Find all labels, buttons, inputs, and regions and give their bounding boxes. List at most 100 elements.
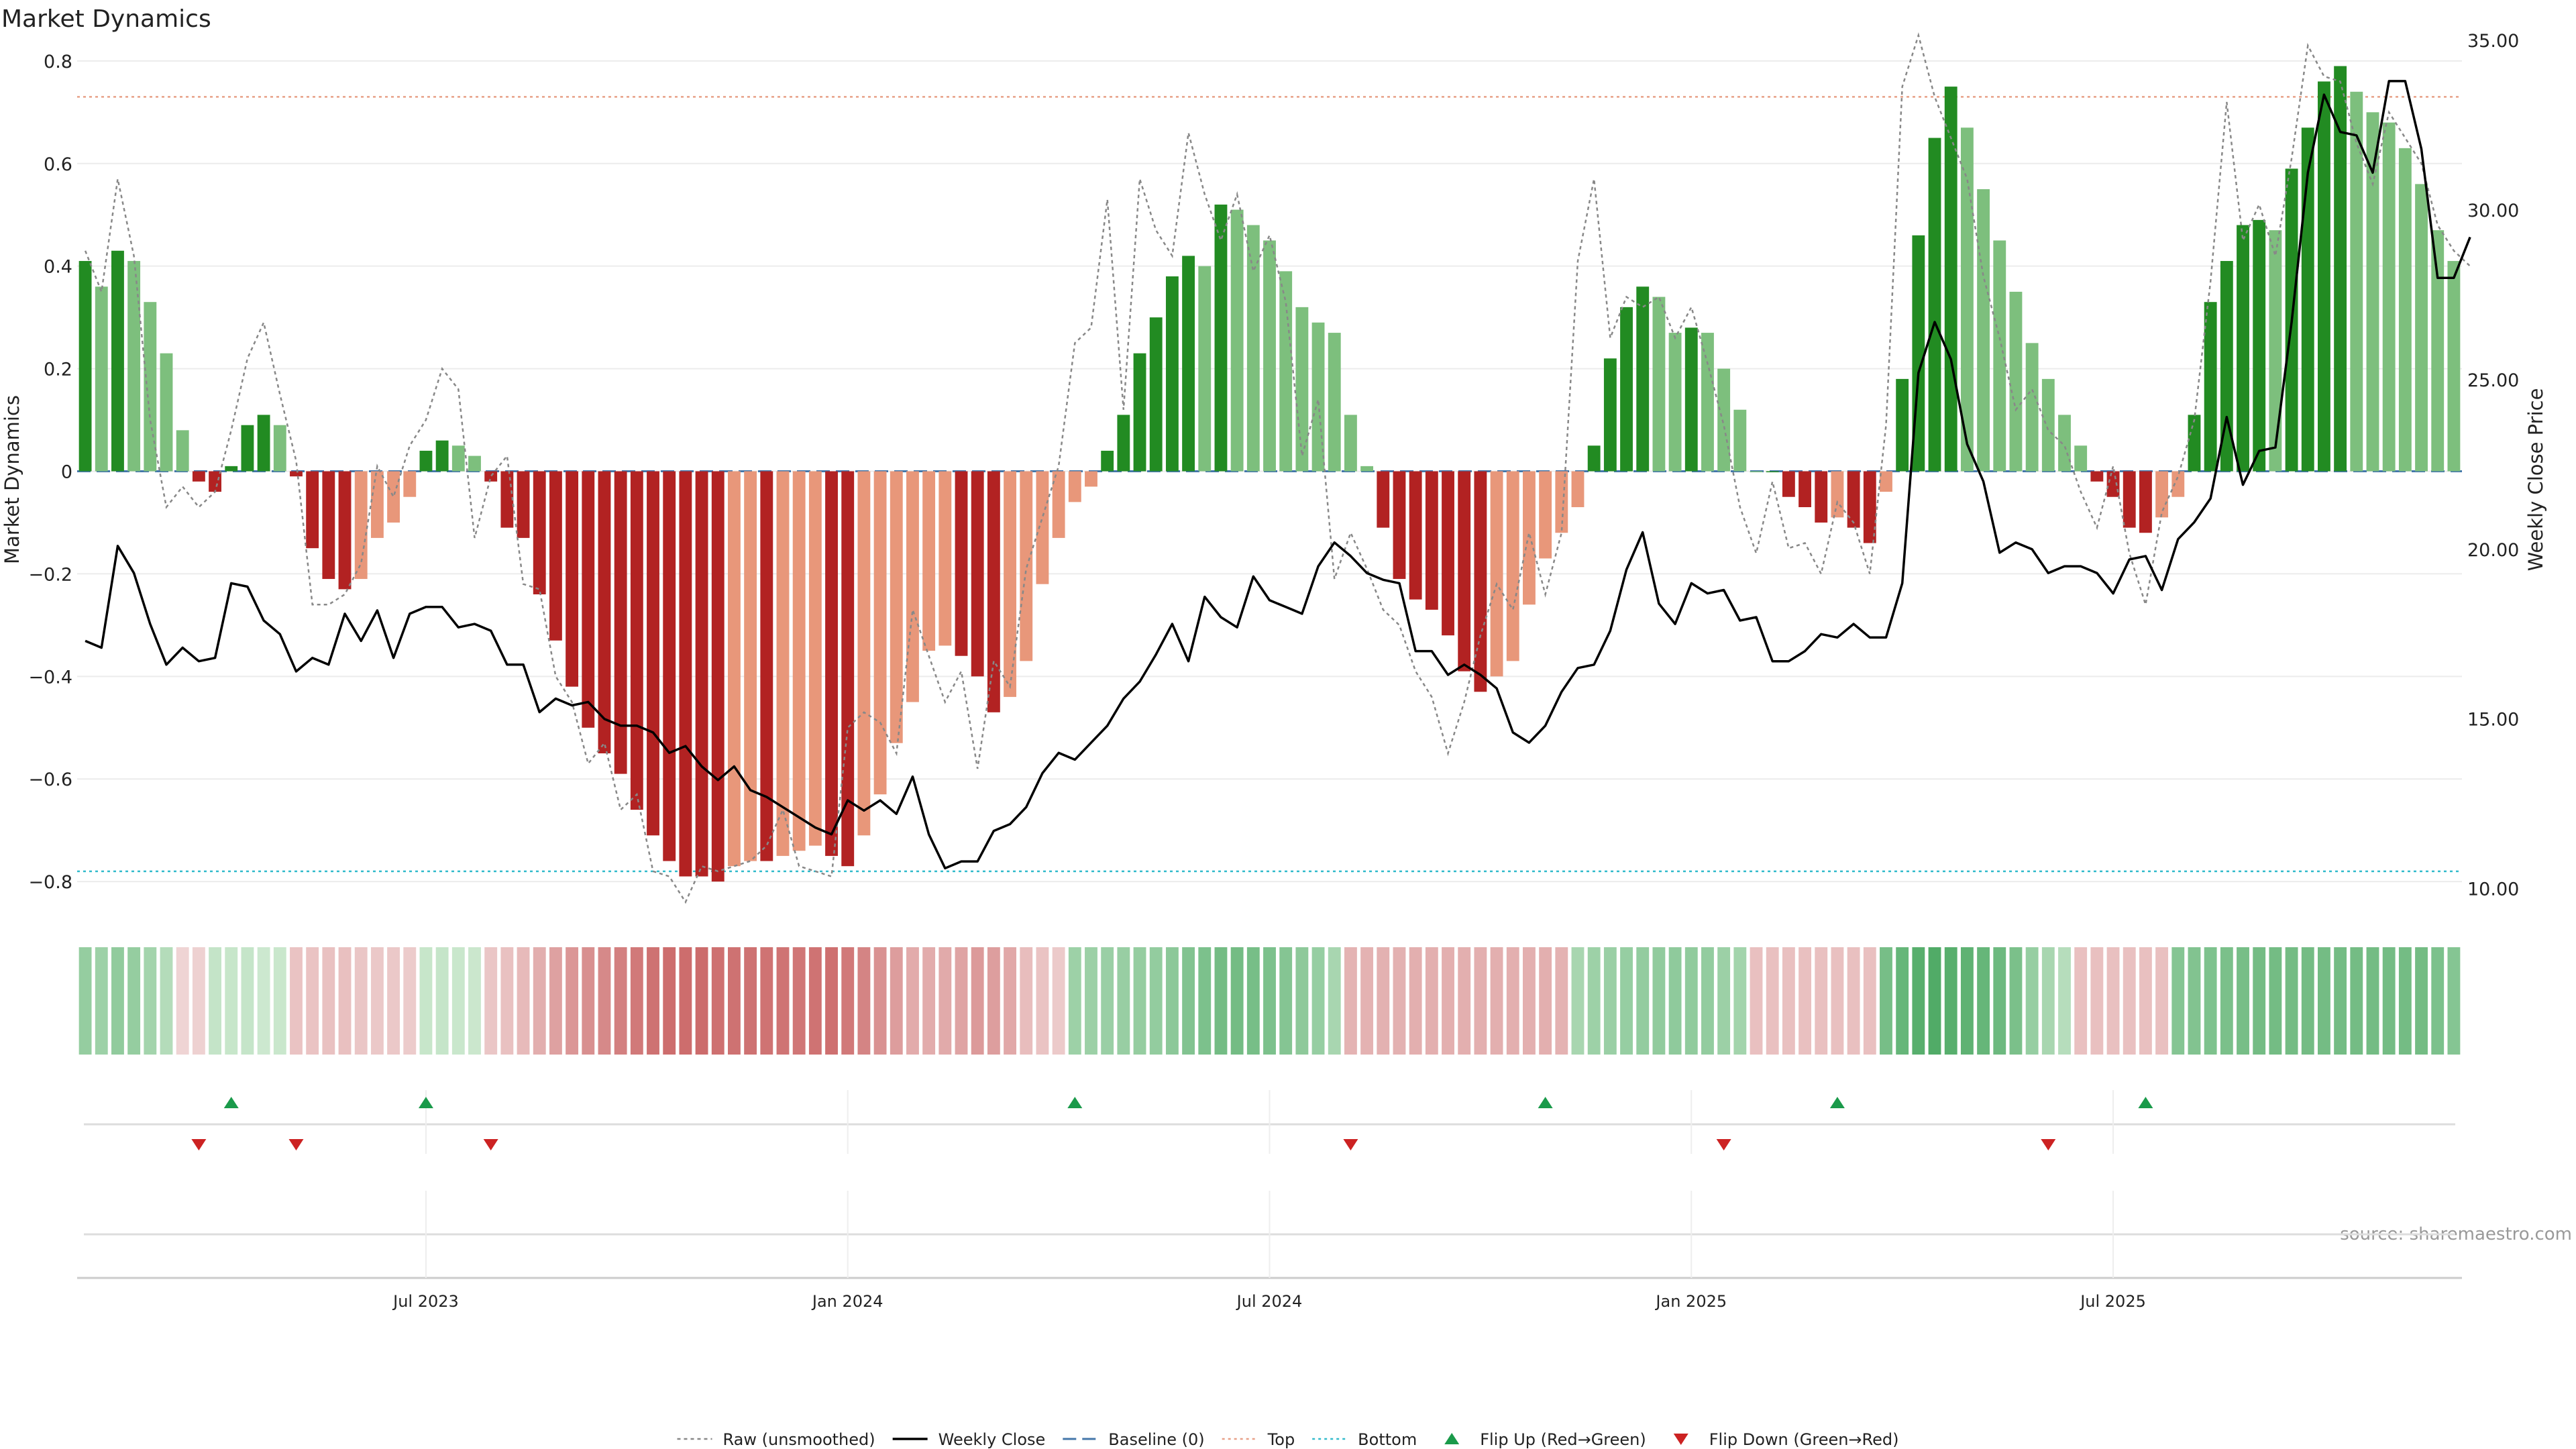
dynamics-bar <box>1052 471 1065 538</box>
dynamics-bar <box>387 471 400 523</box>
dynamics-bar <box>111 250 124 472</box>
heat-cell <box>1831 947 1844 1055</box>
dynamics-bar <box>1993 240 2006 472</box>
legend-item-flip_up: Flip Up (Red→Green) <box>1444 1430 1646 1449</box>
dynamics-bar <box>1425 471 1438 610</box>
heat-cell <box>2123 947 2136 1055</box>
dynamics-bar <box>695 471 708 877</box>
dynamics-bar <box>290 471 303 477</box>
heat-cell <box>2415 947 2428 1055</box>
legend-label: Baseline (0) <box>1108 1430 1204 1449</box>
dynamics-bar <box>1571 471 1585 508</box>
heat-cell <box>695 947 708 1055</box>
dynamics-bar <box>1587 445 1601 472</box>
x-tick-label: Jul 2024 <box>1236 1292 1303 1311</box>
dynamics-bar <box>792 471 806 851</box>
dynamics-bar <box>2123 471 2136 528</box>
y2-tick-label: 30.00 <box>2467 201 2519 221</box>
dynamics-bar <box>1311 322 1325 472</box>
heat-cell <box>2269 947 2282 1055</box>
y-tick-label: −0.6 <box>28 769 72 790</box>
dynamics-bar <box>1733 409 1747 472</box>
dynamics-bar <box>1603 358 1617 472</box>
legend-item-flip_down: Flip Down (Green→Red) <box>1673 1430 1899 1449</box>
flip-down-marker <box>2041 1139 2056 1150</box>
heat-cell <box>1603 947 1617 1055</box>
heat-cell <box>711 947 724 1055</box>
heat-cell <box>1377 947 1390 1055</box>
heat-cell <box>1928 947 1941 1055</box>
legend-item-price: Weekly Close <box>892 1430 1046 1449</box>
dynamics-bar <box>1442 471 1454 636</box>
dynamics-bar <box>1117 415 1130 472</box>
dynamics-bar <box>1717 368 1731 472</box>
heat-cell <box>1133 947 1146 1055</box>
heat-cell <box>1442 947 1454 1055</box>
heat-cell <box>598 947 611 1055</box>
dynamics-bar <box>1458 471 1471 672</box>
y-tick-label: 0 <box>61 462 72 483</box>
legend-label: Flip Up (Red→Green) <box>1480 1430 1646 1449</box>
axis-ticks: −0.8 −0.6 −0.4 −0.2 0 0.2 0.4 0.6 0.8 10.00 15.00 2… <box>28 31 2519 900</box>
heat-cell <box>95 947 108 1055</box>
heat-cell <box>2285 947 2298 1055</box>
dynamics-bar <box>1198 266 1212 472</box>
heat-cell <box>209 947 221 1055</box>
dynamics-bar <box>663 471 676 861</box>
heat-cell <box>1036 947 1049 1055</box>
heat-cell <box>78 947 92 1055</box>
heat-cell <box>1328 947 1341 1055</box>
flip-up-marker <box>1067 1097 1083 1108</box>
heat-cell <box>630 947 643 1055</box>
dynamics-bar <box>1960 127 1974 472</box>
legend-label: Weekly Close <box>938 1430 1046 1449</box>
dynamics-bar <box>825 471 838 856</box>
heat-cell <box>1068 947 1081 1055</box>
heat-cell <box>2090 947 2104 1055</box>
y-tick-label: −0.4 <box>28 667 72 688</box>
dynamics-bar <box>1393 471 1406 580</box>
heat-cell <box>1880 947 1892 1055</box>
heat-cell <box>2204 947 2217 1055</box>
heat-cell <box>451 947 465 1055</box>
dynamics-bar <box>1085 471 1097 487</box>
heat-cell <box>987 947 1000 1055</box>
dynamics-bar <box>2301 127 2314 472</box>
dynamics-bar <box>2334 66 2347 472</box>
dynamics-bar <box>517 471 530 538</box>
heat-cell <box>2366 947 2379 1055</box>
heat-cell <box>306 947 319 1055</box>
heat-cell <box>744 947 757 1055</box>
flip-down-marker <box>191 1139 207 1150</box>
heat-cell <box>549 947 562 1055</box>
dynamics-bar <box>370 471 384 538</box>
heat-cell <box>808 947 822 1055</box>
y2-tick-label: 25.00 <box>2467 370 2519 391</box>
legend-flip-down-swatch <box>1673 1434 1688 1445</box>
dynamics-bar <box>1295 307 1309 472</box>
heat-cell <box>419 947 433 1055</box>
heat-cell <box>1555 947 1568 1055</box>
heat-cell <box>403 947 417 1055</box>
dynamics-bar <box>2058 415 2071 472</box>
y-axis-label: Market Dynamics <box>1 395 23 564</box>
heat-cell <box>2318 947 2330 1055</box>
heat-cell <box>1004 947 1016 1055</box>
dynamics-bar <box>1620 307 1633 472</box>
flip-down-marker <box>1716 1139 1731 1150</box>
heat-cell <box>1101 947 1114 1055</box>
dynamics-bar <box>257 415 270 472</box>
heat-cell <box>2237 947 2249 1055</box>
y-tick-label: −0.8 <box>28 872 72 893</box>
dynamics-bar <box>451 445 465 472</box>
x-tick-label: Jan 2025 <box>1654 1292 1727 1311</box>
heat-cell <box>1311 947 1325 1055</box>
heat-cell <box>500 947 514 1055</box>
heat-cell <box>257 947 270 1055</box>
dynamics-bar <box>1036 471 1049 584</box>
x-axis: Jul 2023 Jan 2024 Jul 2024 Jan 2025 Jul 2025 <box>77 1191 2462 1311</box>
dynamics-bar <box>1506 471 1519 661</box>
dynamics-bar <box>1377 471 1390 528</box>
dynamics-bar <box>2318 81 2330 472</box>
dynamics-bar <box>241 425 254 472</box>
